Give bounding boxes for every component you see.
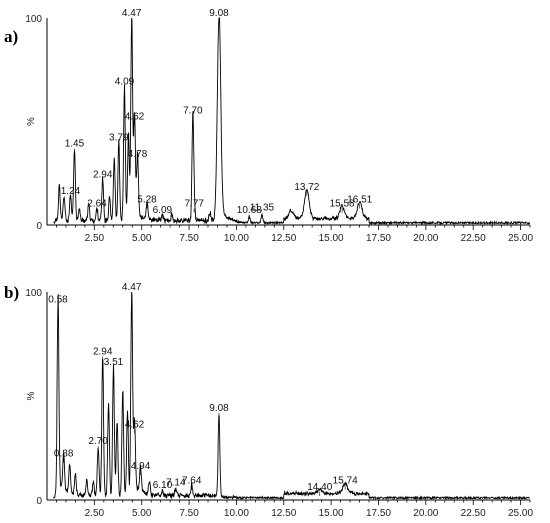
y-tick-label-bottom: 0 [36,221,42,232]
peak-label: 4.47 [122,8,142,19]
peak-label: 2.94 [93,170,113,181]
x-tick-label: 12.50 [271,233,296,244]
panel-label: b) [4,283,19,302]
peak-label: 16.51 [347,194,372,205]
peak-label: 7.14 [166,478,186,489]
x-tick-label: 22.50 [461,508,486,519]
peak-label: 6.10 [153,480,173,491]
x-tick-label: 15.00 [319,233,344,244]
peak-label: 1.45 [65,139,85,150]
panel-label: a) [4,27,18,46]
x-tick-label: 7.50 [179,233,199,244]
peak-label: 14.40 [307,482,332,493]
peak-label: 0.58 [48,295,68,306]
x-tick-label: 5.00 [132,233,152,244]
x-tick-label: 25.00 [508,233,533,244]
x-tick-label: 5.00 [132,508,152,519]
x-tick-label: 12.50 [271,508,296,519]
peak-label: 10.68 [237,205,262,216]
peak-label: 3.51 [104,357,124,368]
peak-label: 4.09 [115,76,135,87]
peak-label: 6.09 [153,205,173,216]
peak-label: 4.62 [125,419,145,430]
peak-label: 7.70 [183,105,203,116]
chromatogram-panel-b: b) 100 0% 2.50 5.00 7.50 10.00 12.50 15.00 17.50 2… [4,282,533,519]
x-tick-label: 10.00 [224,233,249,244]
peak-label: 0.88 [54,449,74,460]
x-tick-label: 7.50 [179,508,199,519]
peak-label: 1.24 [61,186,81,197]
peak-label: 7.77 [184,199,204,210]
peak-label: 13.72 [294,182,319,193]
x-tick-label: 2.50 [85,508,105,519]
x-tick-label: 2.50 [85,233,105,244]
peak-label: 4.47 [122,282,142,293]
y-tick-label-top: 100 [25,288,42,299]
x-tick-label: 15.00 [319,508,344,519]
peak-label: 4.62 [125,112,145,123]
chromatogram-trace [53,291,531,501]
peak-label: 7.64 [182,476,202,487]
peak-label: 2.70 [88,436,108,447]
peak-label: 11.35 [250,203,275,214]
peak-label: 2.64 [87,199,107,210]
y-axis-label: % [26,391,37,400]
peak-label: 2.94 [93,347,113,358]
x-tick-label: 20.00 [413,508,438,519]
peak-label: 15.58 [330,199,355,210]
peak-label: 4.94 [131,461,151,472]
y-tick-label-top: 100 [25,14,42,25]
x-tick-label: 17.50 [366,508,391,519]
x-tick-label: 10.00 [224,508,249,519]
peak-label: 3.79 [109,132,129,143]
x-tick-label: 20.00 [413,233,438,244]
y-axis-label: % [26,117,37,126]
peak-label: 5.28 [137,194,157,205]
x-tick-label: 17.50 [366,233,391,244]
x-tick-label: 25.00 [508,508,533,519]
peak-label: 9.08 [209,8,229,19]
peak-label: 15.74 [333,476,358,487]
peak-label: 9.08 [209,403,229,414]
x-tick-label: 22.50 [461,233,486,244]
peak-label: 4.78 [128,149,148,160]
chromatogram-panel-a: a) 100 0% 2.50 5.00 7.50 10.00 12.50 15.00 17.50 2… [4,8,533,244]
chromatogram-trace [53,17,531,226]
y-tick-label-bottom: 0 [36,496,42,507]
